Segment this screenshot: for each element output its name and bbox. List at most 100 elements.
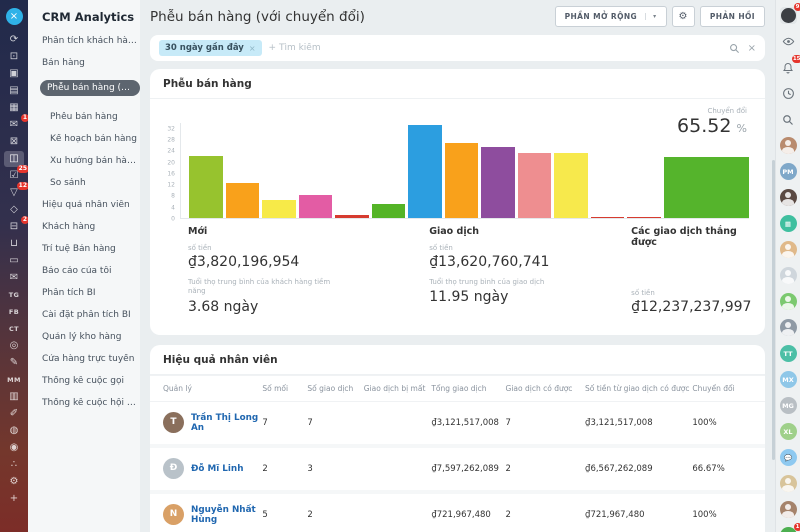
search-icon[interactable] — [729, 43, 740, 54]
chart-icon[interactable]: ▥ — [9, 391, 19, 402]
chat-app-icon[interactable]: 💬 — [779, 449, 797, 466]
funnel-bar-1[interactable] — [225, 182, 259, 218]
close-icon[interactable]: × — [5, 8, 23, 25]
video-icon[interactable]: ▣ — [9, 68, 19, 79]
funnel-bar-4[interactable] — [335, 215, 369, 218]
avatar[interactable]: PM — [779, 163, 797, 180]
clear-search-icon[interactable]: × — [747, 42, 756, 54]
sidebar-item-3[interactable]: Phễu bán hàng — [50, 112, 118, 122]
sync-icon[interactable]: ⟳ — [9, 34, 19, 45]
sidebar-item-7[interactable]: Hiệu quả nhân viên — [42, 200, 130, 210]
camera-icon[interactable]: ◎ — [9, 340, 19, 351]
funnel-bar-0[interactable] — [189, 155, 223, 218]
tags-icon[interactable]: ◇ — [10, 204, 18, 215]
funnel-bar-10[interactable] — [554, 153, 588, 218]
funnel-bar-11[interactable] — [590, 216, 624, 218]
video-app-icon[interactable]: ▣1 — [779, 523, 800, 532]
telegram-channel[interactable]: TG — [8, 291, 20, 299]
avatar[interactable] — [779, 189, 797, 206]
inbox-icon[interactable]: ✉ — [9, 272, 19, 283]
sidebar-item-5[interactable]: Xu hướng bán hàng — [50, 156, 138, 166]
sidebar-item-2[interactable]: Phễu bán hàng (với ch... — [40, 80, 140, 96]
chat-icon[interactable]: ✉ 1 — [9, 114, 28, 130]
sidebar-item-15[interactable]: Thống kê cuộc gọi — [42, 376, 124, 386]
avatar[interactable] — [779, 501, 797, 518]
column-header-5[interactable]: Giao dịch có được — [505, 383, 573, 393]
avatar[interactable]: XL — [779, 423, 797, 440]
filter-tag-close-icon[interactable]: × — [248, 43, 256, 53]
contact-channel[interactable]: CT — [8, 325, 19, 333]
feedback-button[interactable]: PHẢN HỒI — [699, 6, 765, 27]
sidebar-item-13[interactable]: Quản lý kho hàng — [42, 332, 122, 342]
marketing-channel[interactable]: MM — [7, 376, 21, 384]
funnel-bar-13[interactable] — [663, 157, 749, 218]
sidebar-item-11[interactable]: Phân tích BI — [42, 288, 96, 298]
avatar[interactable] — [779, 293, 797, 310]
sidebar-item-9[interactable]: Trí tuệ Bán hàng — [42, 244, 116, 254]
sign-icon[interactable]: ✎ — [9, 357, 19, 368]
avatar[interactable]: MG — [779, 397, 797, 414]
avatar[interactable]: MX — [779, 371, 797, 388]
facebook-channel[interactable]: FB — [8, 308, 20, 316]
dots-icon[interactable]: ∴ — [10, 459, 18, 470]
search-input[interactable] — [268, 43, 729, 53]
column-header-3[interactable]: Giao dịch bị mất — [363, 383, 426, 393]
tasks-icon[interactable]: ☑ 25 — [9, 165, 28, 181]
funnel-bar-6[interactable] — [408, 124, 442, 218]
bell-icon[interactable]: 15 — [780, 55, 800, 76]
funnel-icon[interactable]: ▽ 12 — [10, 182, 28, 198]
sidebar-item-4[interactable]: Kế hoạch bán hàng — [50, 134, 137, 144]
avatar[interactable] — [779, 241, 797, 258]
column-header-0[interactable]: Quản lý — [163, 383, 192, 393]
filter-tag[interactable]: 30 ngày gần đây × — [159, 40, 262, 56]
crm-icon[interactable]: ◫ — [4, 151, 24, 167]
vertical-scrollbar[interactable] — [772, 160, 775, 460]
funnel-bar-9[interactable] — [517, 153, 551, 218]
employee-name-link[interactable]: Đỗ Mĩ Linh — [191, 463, 244, 474]
settings-icon[interactable]: ⚙ — [9, 476, 19, 487]
sidebar-item-10[interactable]: Báo cáo của tôi — [42, 266, 112, 276]
sidebar-item-8[interactable]: Khách hàng — [42, 222, 96, 232]
extensions-button[interactable]: PHẦN MỞ RỘNG ▾ — [554, 6, 667, 27]
edit-doc-icon[interactable]: ✐ — [9, 408, 19, 419]
column-header-6[interactable]: Số tiền từ giao dịch có được — [585, 383, 690, 393]
cart-icon[interactable]: ⊔ — [10, 238, 18, 249]
notifier-app-icon[interactable]: 9 — [779, 3, 800, 24]
calendar-icon[interactable]: ▦ — [9, 102, 19, 113]
column-header-1[interactable]: Số mối — [262, 383, 289, 393]
plus-icon[interactable]: + — [9, 493, 19, 504]
clock-icon[interactable] — [780, 85, 797, 102]
sidebar-item-0[interactable]: Phân tích khách hàng tiề... — [42, 36, 138, 46]
group-avatar[interactable] — [779, 475, 797, 492]
funnel-bar-5[interactable] — [371, 203, 405, 218]
search-icon[interactable] — [780, 111, 797, 128]
avatar[interactable]: TT — [779, 345, 797, 362]
sidebar-item-16[interactable]: Thống kê cuộc hội thoại — [42, 398, 138, 408]
funnel-bar-3[interactable] — [298, 195, 332, 218]
help-icon[interactable]: ◉ — [9, 442, 19, 453]
settings-button[interactable]: ⚙ — [671, 6, 695, 27]
sidebar-item-1[interactable]: Bán hàng — [42, 58, 85, 68]
column-header-7[interactable]: Chuyển đổi — [692, 383, 735, 393]
employee-name-link[interactable]: Nguyễn Nhất Hùng — [191, 504, 256, 525]
funnel-bar-8[interactable] — [481, 147, 515, 218]
monitor-icon[interactable]: ⊡ — [9, 51, 19, 62]
sidebar-item-6[interactable]: So sánh — [50, 178, 86, 188]
drive-icon[interactable]: ⊟ 2 — [9, 216, 28, 232]
circle-app-icon[interactable]: ◍ — [9, 425, 19, 436]
mail-icon[interactable]: ⊠ — [9, 136, 19, 147]
column-header-2[interactable]: Số giao dịch — [307, 383, 354, 393]
chevron-down-icon[interactable]: ▾ — [645, 13, 656, 20]
avatar[interactable] — [779, 319, 797, 336]
sidebar-item-14[interactable]: Cửa hàng trực tuyến — [42, 354, 135, 364]
funnel-bar-12[interactable] — [627, 216, 661, 218]
funnel-bar-7[interactable] — [444, 143, 478, 218]
sidebar-item-12[interactable]: Cài đặt phân tích BI — [42, 310, 131, 320]
briefcase-icon[interactable]: ▭ — [9, 255, 19, 266]
document-icon[interactable]: ▤ — [9, 85, 19, 96]
avatar[interactable] — [779, 267, 797, 284]
employee-name-link[interactable]: Trần Thị Long An — [191, 412, 259, 433]
board-app-icon[interactable]: ▦ — [779, 215, 797, 232]
eye-icon[interactable] — [780, 33, 797, 50]
column-header-4[interactable]: Tổng giao dịch — [431, 383, 487, 393]
